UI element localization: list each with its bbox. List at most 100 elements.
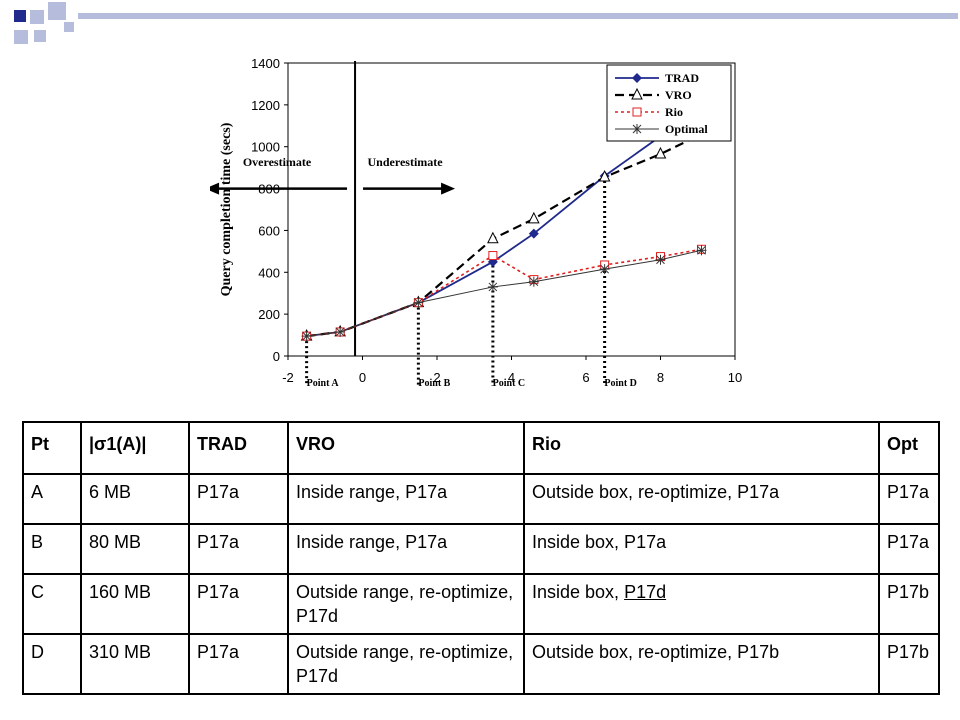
series-point-optimal-stroke <box>414 298 423 307</box>
deco-bar <box>78 13 958 19</box>
plan-table: Pt |σ1(A)| TRAD VRO Rio Opt A 6 MB P17a … <box>22 421 940 695</box>
series-line-vro <box>306 133 702 338</box>
point-label: Point A <box>307 378 340 389</box>
cell-opt: P17a <box>878 473 940 525</box>
series-point-optimal-stroke <box>600 264 609 274</box>
series-point-optimal-stroke <box>335 327 345 337</box>
point-label: Point D <box>604 378 637 389</box>
cell-size: 80 MB <box>80 523 190 575</box>
cell-trad: P17a <box>188 573 289 635</box>
legend-marker-rio <box>632 107 642 117</box>
header-rio: Rio <box>523 421 880 475</box>
y-tick-label: 400 <box>258 265 280 280</box>
series-point-vro <box>598 169 611 182</box>
cell-rio: Inside box, P17a <box>523 523 880 575</box>
series-line-rio <box>306 248 702 337</box>
y-tick-label: 1000 <box>251 140 280 155</box>
corner-decoration <box>14 2 958 44</box>
cell-vro: Inside range, P17a <box>287 523 525 575</box>
rio-text: Inside box, <box>532 582 625 602</box>
header-opt: Opt <box>878 421 940 475</box>
series-point-vro <box>487 231 499 244</box>
y-tick-label: 1200 <box>251 98 280 113</box>
cell-pt: B <box>22 523 82 575</box>
deco-square-2 <box>30 10 44 24</box>
cell-size: 6 MB <box>80 473 190 525</box>
x-tick-label: 2 <box>433 370 440 385</box>
series-point-rio <box>488 251 498 261</box>
legend-label-rio: Rio <box>665 105 683 119</box>
legend-label-vro: VRO <box>665 88 692 102</box>
cell-opt: P17b <box>878 573 940 635</box>
cell-pt: A <box>22 473 82 525</box>
cell-vro: Inside range, P17a <box>287 473 525 525</box>
legend-marker-vro <box>631 87 643 100</box>
deco-square-1 <box>14 10 26 22</box>
rio-text: Outside box, re-optimize, P17a <box>532 482 780 502</box>
chart: 0 200 400 600 800 1000 1200 1400 -2 0 2 4 6 8 10 Query … <box>210 50 750 395</box>
underestimate-arrowhead <box>441 182 456 195</box>
cell-trad: P17a <box>188 633 289 695</box>
cell-pt: C <box>22 573 82 635</box>
series-point-trad <box>487 256 498 267</box>
header-vro: VRO <box>287 421 525 475</box>
series-point-vro <box>654 146 667 159</box>
header-pt: Pt <box>22 421 82 475</box>
table-header-row: Pt |σ1(A)| TRAD VRO Rio Opt <box>22 421 940 475</box>
rio-text: Inside box, P17a <box>532 532 667 552</box>
series-point-vro <box>528 211 540 224</box>
series-point-optimal <box>335 326 346 337</box>
series-point-optimal <box>487 281 498 292</box>
overestimate-label: Overestimate <box>243 155 312 169</box>
table-row: D 310 MB P17a Outside range, re-optimize… <box>22 633 940 695</box>
point-label: Point C <box>493 378 526 389</box>
cell-vro: Outside range, re-optimize, P17d <box>287 573 525 635</box>
legend-label-trad: TRAD <box>665 71 699 85</box>
series-point-optimal-stroke <box>529 277 539 287</box>
series-point-optimal-stroke <box>302 331 311 341</box>
rio-text: Outside box, re-optimize, P17b <box>532 642 780 662</box>
series-line-optimal <box>306 249 702 337</box>
deco-square-5 <box>64 22 74 32</box>
cell-size: 160 MB <box>80 573 190 635</box>
deco-square-6 <box>14 30 28 44</box>
header-size: |σ1(A)| <box>80 421 190 475</box>
series-point-optimal-stroke <box>656 255 665 265</box>
underestimate-label: Underestimate <box>368 155 444 169</box>
x-tick-label: 8 <box>657 370 664 385</box>
overestimate-arrowhead <box>210 182 220 195</box>
series-point-optimal-stroke <box>697 245 706 255</box>
cell-opt: P17a <box>878 523 940 575</box>
y-tick-label: 200 <box>258 307 280 322</box>
y-tick-label: 1400 <box>251 56 280 71</box>
series-point-optimal <box>599 264 610 275</box>
table-row: A 6 MB P17a Inside range, P17a Outside b… <box>22 473 940 525</box>
series-point-optimal <box>528 276 539 287</box>
series-point-optimal-stroke <box>488 282 498 292</box>
x-tick-label: 6 <box>582 370 589 385</box>
point-label: Point B <box>418 378 450 389</box>
cell-rio: Outside box, re-optimize, P17b <box>523 633 880 695</box>
rio-plan-underlined: P17d <box>624 582 667 602</box>
x-tick-label: 0 <box>359 370 366 385</box>
y-axis-label: Query completion time (secs) <box>219 122 234 296</box>
series-point-optimal <box>301 331 312 342</box>
legend-label-optimal: Optimal <box>665 122 708 136</box>
y-tick-label: 0 <box>273 349 280 364</box>
deco-square-4 <box>34 30 46 42</box>
series-point-optimal <box>655 254 666 265</box>
table-row: C 160 MB P17a Outside range, re-optimize… <box>22 573 940 635</box>
cell-opt: P17b <box>878 633 940 695</box>
cell-trad: P17a <box>188 473 289 525</box>
series-point-optimal <box>413 297 424 308</box>
legend-marker-optimal-stroke <box>632 124 642 134</box>
series-point-optimal <box>696 245 707 256</box>
x-tick-label: 10 <box>728 370 742 385</box>
series-point-trad <box>528 228 539 239</box>
cell-trad: P17a <box>188 523 289 575</box>
deco-square-3 <box>48 2 66 20</box>
x-tick-label: 4 <box>508 370 515 385</box>
y-tick-label: 600 <box>258 223 280 238</box>
cell-size: 310 MB <box>80 633 190 695</box>
